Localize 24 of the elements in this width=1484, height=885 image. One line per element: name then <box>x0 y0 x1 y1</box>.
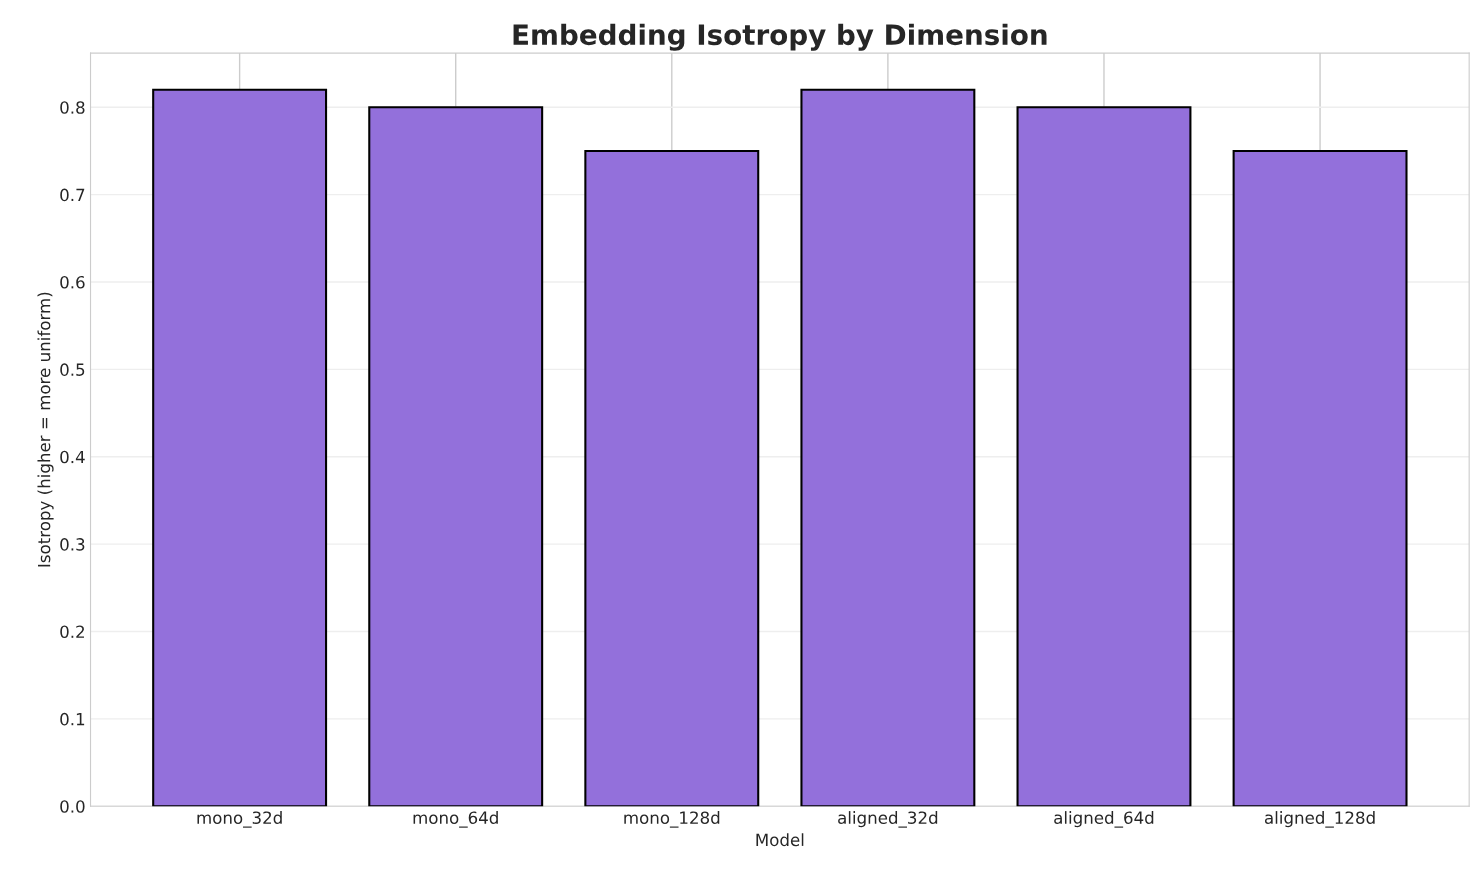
y-axis-title: Isotropy (higher = more uniform) <box>37 292 54 567</box>
x-axis-title: Model <box>756 833 804 847</box>
y-tick-label: 0.8 <box>60 101 85 114</box>
y-tick-label: 0.1 <box>60 712 85 726</box>
bar <box>1016 106 1192 807</box>
y-tick-label: 0.2 <box>60 625 84 639</box>
x-tick-label: mono_128d <box>624 811 720 828</box>
bar <box>368 106 544 807</box>
bar <box>152 88 328 807</box>
chart-title: Embedding Isotropy by Dimension <box>513 23 1047 51</box>
x-tick-label: mono_32d <box>197 811 282 828</box>
y-tick-label: 0.6 <box>60 275 85 289</box>
y-tick-label: 0.0 <box>60 800 85 813</box>
x-tick-label: mono_64d <box>413 811 498 828</box>
y-tick-label: 0.3 <box>60 538 85 551</box>
x-tick-label: aligned_32d <box>838 811 938 828</box>
bar <box>584 149 760 807</box>
y-tick-label: 0.7 <box>60 188 85 202</box>
bar <box>1232 149 1408 807</box>
bar <box>800 88 976 807</box>
x-tick-label: aligned_64d <box>1054 811 1154 828</box>
x-tick-label: aligned_128d <box>1264 811 1375 828</box>
y-tick-label: 0.4 <box>60 450 85 464</box>
y-tick-label: 0.5 <box>60 363 85 376</box>
